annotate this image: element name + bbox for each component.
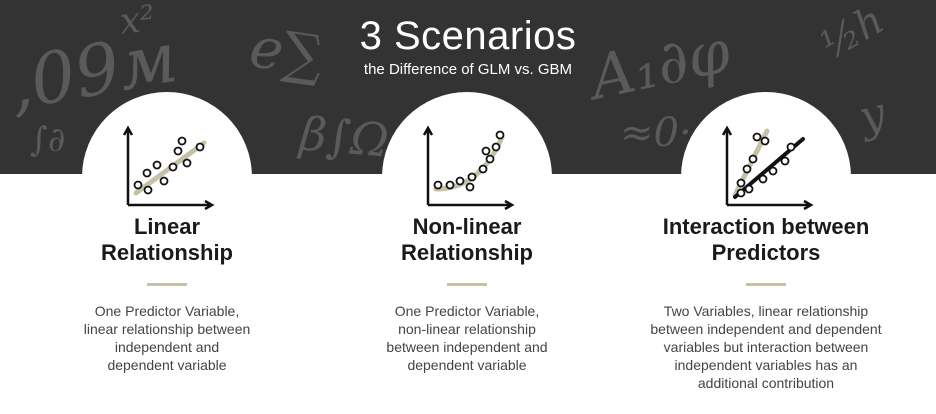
description-line: non-linear relationship (398, 321, 536, 337)
description-line: additional contribution (697, 375, 835, 391)
description-line: independent and (114, 339, 220, 355)
description-line: dependent variable (407, 357, 527, 373)
icon-circle (82, 92, 252, 262)
description-line: independent variables has an (674, 357, 858, 373)
icon-circle (382, 92, 552, 262)
description-line: dependent variable (107, 357, 227, 373)
description-line: One Predictor Variable, (394, 303, 540, 319)
description-line: One Predictor Variable, (94, 303, 240, 319)
heading-line: Relationship (400, 240, 533, 265)
description-line: linear relationship between (83, 321, 251, 337)
scenario-heading: Interaction between Predictors (610, 214, 922, 266)
description-line: variables but interaction between (663, 339, 869, 355)
description-line: between independent and dependent (650, 321, 882, 337)
scenario-description: One Predictor Variable, linear relations… (11, 302, 323, 374)
accent-divider (447, 283, 487, 286)
scenario-card-linear: Linear Relationship One Predictor Variab… (0, 0, 312, 414)
scenario-card-nonlinear: Non-linear Relationship One Predictor Va… (312, 0, 624, 414)
description-line: between independent and (386, 339, 548, 355)
heading-line: Non-linear (412, 214, 522, 239)
heading-line: Relationship (100, 240, 233, 265)
page-title: 3 Scenarios (359, 14, 577, 58)
heading-line: Interaction between (662, 214, 870, 239)
heading-line: Linear (133, 214, 201, 239)
scenario-description: Two Variables, linear relationship betwe… (610, 302, 922, 392)
page-subtitle: the Difference of GLM vs. GBM (363, 61, 573, 78)
heading-line: Predictors (711, 240, 821, 265)
nonlinear-scatter-icon (422, 125, 515, 210)
scenario-card-interaction: Interaction between Predictors Two Varia… (624, 0, 936, 414)
linear-scatter-icon (122, 125, 215, 210)
scenario-heading: Non-linear Relationship (311, 214, 623, 266)
description-line: Two Variables, linear relationship (663, 303, 869, 319)
accent-divider (746, 283, 786, 286)
interaction-scatter-icon (721, 125, 814, 210)
accent-divider (147, 283, 187, 286)
scenario-description: One Predictor Variable, non-linear relat… (311, 302, 623, 374)
scenario-heading: Linear Relationship (11, 214, 323, 266)
